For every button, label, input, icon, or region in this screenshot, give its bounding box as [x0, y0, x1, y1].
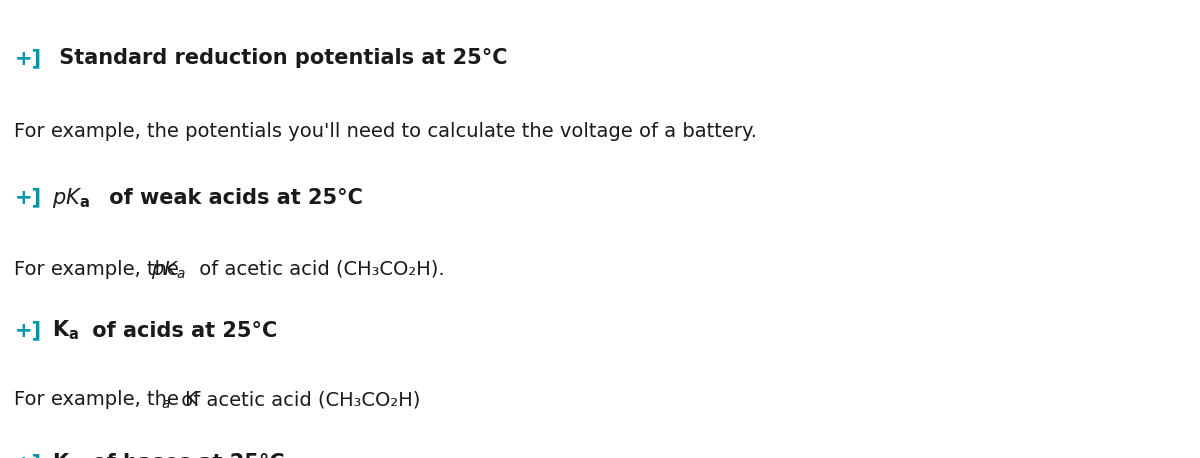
Text: of bases at 25°C: of bases at 25°C — [85, 453, 284, 458]
Text: For example, the K: For example, the K — [14, 390, 198, 409]
Text: $_a$: $_a$ — [161, 392, 170, 411]
Text: $\it{pK}$$_a$: $\it{pK}$$_a$ — [151, 259, 186, 281]
Text: $\bf{K}$$_{\bf{a}}$: $\bf{K}$$_{\bf{a}}$ — [52, 319, 79, 342]
Text: of acetic acid (CH₃CO₂H): of acetic acid (CH₃CO₂H) — [175, 390, 420, 409]
Text: $\bf{\it{pK}}$$_{\bf{a}}$: $\bf{\it{pK}}$$_{\bf{a}}$ — [52, 186, 90, 210]
Text: of acids at 25°C: of acids at 25°C — [85, 321, 277, 341]
Text: $\bf{K}$$_{\bf{b}}$: $\bf{K}$$_{\bf{b}}$ — [52, 452, 80, 458]
Text: of acetic acid (CH₃CO₂H).: of acetic acid (CH₃CO₂H). — [193, 260, 445, 279]
Text: +]: +] — [14, 453, 42, 458]
Text: For example, the potentials you'll need to calculate the voltage of a battery.: For example, the potentials you'll need … — [14, 122, 757, 142]
Text: For example, the: For example, the — [14, 260, 186, 279]
Text: +]: +] — [14, 321, 42, 341]
Text: +]: +] — [14, 188, 42, 208]
Text: Standard reduction potentials at 25°C: Standard reduction potentials at 25°C — [52, 48, 508, 68]
Text: of weak acids at 25°C: of weak acids at 25°C — [102, 188, 362, 208]
Text: +]: +] — [14, 48, 42, 68]
